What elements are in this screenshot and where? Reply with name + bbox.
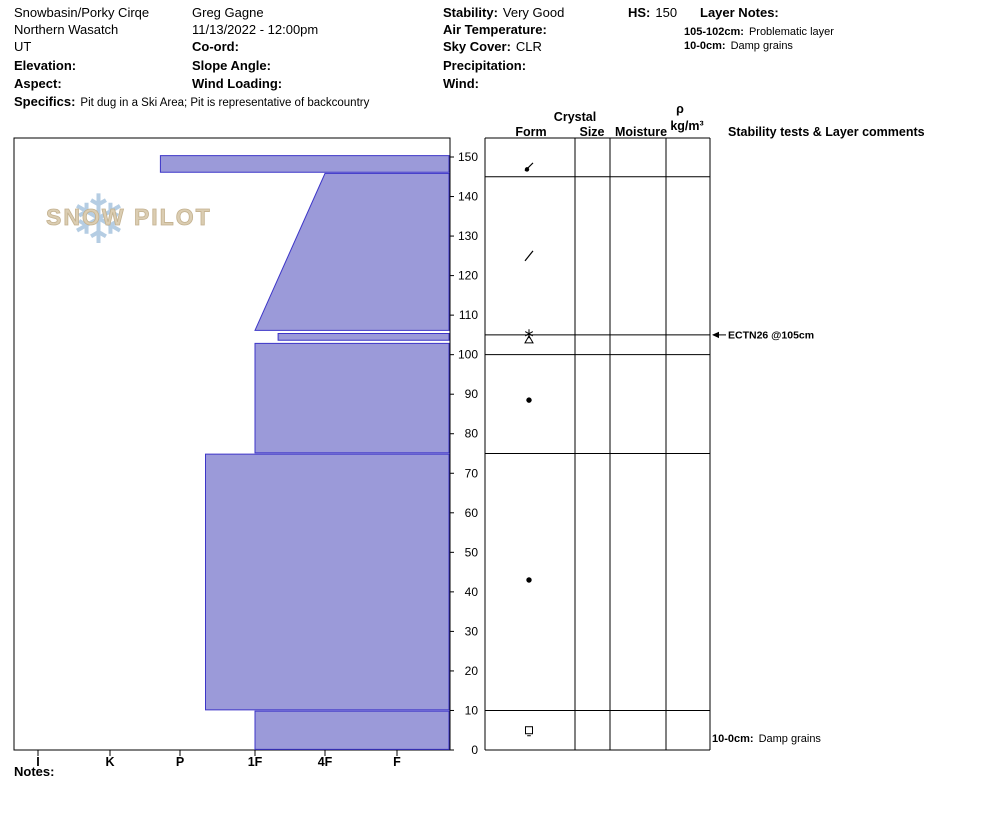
sky-cover-value: CLR (515, 39, 542, 54)
air-temperature-label: Air Temperature: (443, 22, 547, 37)
hardness-tick-label: 4F (318, 755, 333, 769)
crystal-symbol-triangle (524, 334, 534, 344)
elevation-label: Elevation: (14, 58, 77, 73)
hs-value: 150 (655, 5, 678, 20)
depth-tick-label: 120 (458, 269, 478, 283)
depth-tick-label: 130 (458, 229, 478, 243)
specifics-value: Pit dug in a Ski Area; Pit is representa… (80, 97, 370, 109)
depth-tick-label: 10 (465, 703, 479, 717)
crystal-symbol-dot (526, 577, 532, 583)
depth-tick-label: 0 (471, 743, 478, 757)
crystal-form-symbols (524, 162, 534, 737)
notes-label: Notes: (14, 764, 55, 779)
crystal-symbol-dot (526, 397, 532, 403)
state-name: UT (14, 39, 32, 54)
site-name: Snowbasin/Porky Cirqe (14, 5, 150, 20)
hardness-tick-label: K (105, 755, 114, 769)
layer-comment: 10-0cm: Damp grains (712, 733, 821, 745)
specifics-label: Specifics: (14, 94, 76, 109)
layer-note-range: 105-102cm: (684, 26, 744, 38)
slope-angle-label: Slope Angle: (192, 58, 271, 73)
depth-tick-label: 40 (465, 585, 479, 599)
annotations: ECTN26 @105cm 10-0cm: Damp grains (712, 330, 821, 745)
layer-bar-105.5-103.5cm (277, 333, 450, 341)
layer-bar-103-75cm (254, 342, 450, 454)
wind-loading-label: Wind Loading: (192, 76, 283, 91)
depth-tick-label: 150 (458, 150, 478, 164)
depth-tick-label: 20 (465, 664, 479, 678)
size-column-header: Size (579, 125, 604, 139)
depth-tick-label: 110 (459, 308, 478, 322)
annotation-arrowhead (712, 331, 719, 339)
precipitation-label: Precipitation: (443, 58, 527, 73)
region-name: Northern Wasatch (14, 22, 119, 37)
aspect-label: Aspect: (14, 76, 62, 91)
density-column-header: ρ (676, 102, 684, 116)
depth-tick-label: 60 (465, 506, 479, 520)
layer-bar-150.5-146cm (159, 155, 450, 173)
form-column-header: Form (515, 125, 546, 139)
layer-bar-75-10cm (205, 453, 450, 711)
hardness-tick-label: I (36, 755, 39, 769)
moisture-column-header: Moisture (615, 125, 667, 139)
profile-grid (484, 137, 711, 751)
depth-tick-label: 30 (465, 624, 479, 638)
observer-name: Greg Gagne (192, 5, 264, 20)
hardness-bars (159, 155, 450, 750)
hs-label: HS: (628, 5, 651, 20)
density-unit-label: kg/m³ (670, 119, 703, 133)
hardness-tick-label: 1F (248, 755, 263, 769)
stability-value: Very Good (502, 5, 565, 20)
depth-tick-label: 140 (458, 190, 478, 204)
layer-note-text: Problematic layer (748, 26, 834, 38)
crystal-symbol-star (524, 331, 534, 337)
wind-label: Wind: (443, 76, 479, 91)
coord-label: Co-ord: (192, 39, 239, 54)
sky-cover-label: Sky Cover: (443, 39, 511, 54)
chart-frame (13, 137, 451, 751)
hardness-tick-label: P (176, 755, 184, 769)
crystal-column-header: Crystal (554, 110, 596, 124)
depth-tick-label: 70 (465, 466, 479, 480)
layer-note-range: 10-0cm: (684, 40, 726, 52)
depth-tick-label: 80 (465, 427, 479, 441)
crystal-symbol-slash (524, 250, 534, 262)
hardness-tick-label: F (393, 755, 401, 769)
snowflake-icon: ❄ (70, 182, 127, 258)
pit-datetime: 11/13/2022 - 12:00pm (192, 22, 319, 37)
stability-column-header: Stability tests & Layer comments (728, 125, 925, 139)
crystal-symbol-dot (524, 167, 530, 172)
layer-bar-10-0cm (254, 710, 450, 750)
stability-label: Stability: (443, 5, 498, 20)
snowpilot-logo: SNOW PILOT (46, 204, 212, 231)
stability-test-annotation: ECTN26 @105cm (728, 330, 814, 342)
depth-tick-label: 100 (458, 348, 478, 362)
depth-tick-label: 90 (465, 387, 479, 401)
layer-note-text: Damp grains (730, 40, 793, 52)
depth-tick-label: 50 (465, 545, 479, 559)
crystal-symbol-square-dot (525, 726, 533, 735)
hardness-plot-frame (13, 137, 451, 751)
layer-notes-label: Layer Notes: (700, 5, 779, 20)
layer-bar-146-106cm (254, 172, 450, 331)
axes: I K P 1F 4F F15014013012011010090807060504030… (36, 150, 478, 769)
